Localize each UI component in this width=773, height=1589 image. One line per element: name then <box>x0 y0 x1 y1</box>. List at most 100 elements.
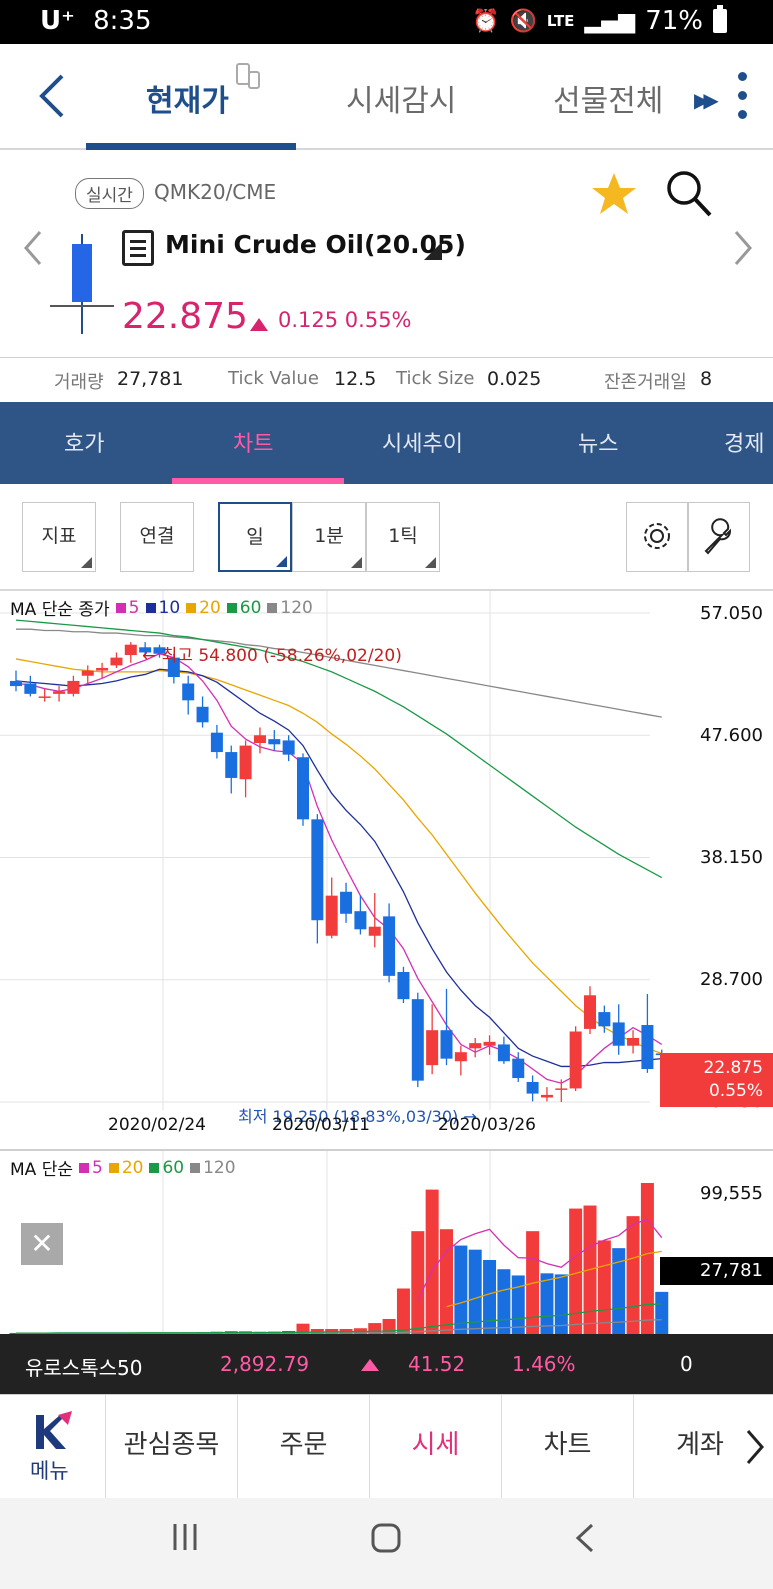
candle-body <box>584 995 596 1029</box>
tick-button[interactable]: 1틱 <box>366 502 440 572</box>
candle-body <box>612 1022 625 1046</box>
volume-chart-svg <box>9 1151 669 1334</box>
legend-swatch <box>267 602 278 613</box>
candle-body <box>411 999 424 1081</box>
volume-y-tick: 99,555 <box>700 1183 763 1204</box>
dropdown-triangle-icon[interactable] <box>424 242 442 260</box>
volume-bar <box>368 1323 382 1334</box>
chevron-right-icon[interactable] <box>744 1427 766 1467</box>
price-ma-legend: MA 단순 종가 5 10 20 60 120 <box>10 595 313 621</box>
instrument-code: QMK20/CME <box>154 180 277 204</box>
legend-swatch <box>186 602 197 613</box>
ma-line-60 <box>15 619 663 879</box>
tab-indicator <box>86 143 296 150</box>
last-price-tag: 22.875 0.55% <box>660 1053 773 1107</box>
tab-all-futures[interactable]: 선물전체 <box>553 84 664 119</box>
candle-body <box>38 696 51 698</box>
more-menu-icon[interactable] <box>736 72 748 120</box>
instrument-name[interactable]: Mini Crude Oil(20.05) <box>165 230 466 259</box>
tab-orderbook[interactable]: 호가 <box>64 432 105 457</box>
tab-current-price[interactable]: 현재가 <box>146 84 229 119</box>
candle-body <box>24 683 37 694</box>
tools-button[interactable] <box>688 502 750 572</box>
alarm-icon: ⏰ <box>472 8 500 34</box>
ticker-change: 41.52 <box>408 1352 466 1376</box>
legend-swatch <box>78 1162 89 1173</box>
close-button[interactable]: ✕ <box>21 1223 63 1265</box>
index-ticker[interactable]: 유로스톡스50 2,892.79 41.52 1.46% 0 <box>0 1334 773 1394</box>
link-label: 연결 <box>139 525 175 547</box>
volume-bar <box>483 1259 497 1334</box>
nav-watchlist[interactable]: 관심종목 <box>106 1395 238 1499</box>
x-tick-label: 2020/03/26 <box>438 1115 536 1135</box>
indicator-label: 지표 <box>41 525 77 547</box>
ticker-percent: 1.46% <box>512 1352 576 1376</box>
candle-body <box>354 911 367 930</box>
tab-news[interactable]: 뉴스 <box>578 432 619 457</box>
signal-icon: ▂▄▆ <box>584 8 636 34</box>
nav-order[interactable]: 주문 <box>238 1395 370 1499</box>
volume-ma-legend: MA 단순 5 20 60 120 <box>10 1155 236 1181</box>
last-price: 22.875 <box>703 1058 763 1078</box>
ticker-value: 2,892.79 <box>220 1352 310 1376</box>
volume-chart[interactable]: MA 단순 5 20 60 120 99,555 27,781 ✕ <box>0 1151 773 1334</box>
tick-size-label: Tick Size <box>396 368 475 389</box>
tab-economy[interactable]: 경제 <box>724 432 765 457</box>
nav-chart[interactable]: 차트 <box>502 1395 634 1499</box>
days-left-label: 잔존거래일 <box>604 372 687 393</box>
search-icon[interactable] <box>664 168 714 220</box>
volume-bar <box>296 1323 310 1334</box>
daily-label: 일 <box>246 526 264 548</box>
daily-button[interactable]: 일 <box>218 502 292 572</box>
next-instrument-icon[interactable] <box>728 228 758 268</box>
volume-bar <box>497 1269 511 1334</box>
back-nav-icon[interactable] <box>574 1522 596 1554</box>
prev-instrument-icon[interactable] <box>18 228 48 268</box>
clock: 8:35 <box>93 6 152 36</box>
candle-body <box>297 757 309 820</box>
x-tick-label: 2020/02/24 <box>108 1115 206 1135</box>
tab-price-watch[interactable]: 시세감시 <box>346 84 457 119</box>
status-bar: U⁺ 8:35 ⏰ 🔇 LTE ▂▄▆ 71% <box>0 0 773 44</box>
ticker-extra: 0 <box>680 1352 693 1376</box>
candle-body <box>10 680 22 687</box>
candle-body <box>153 647 166 654</box>
candle-body <box>81 670 94 676</box>
nav-quote[interactable]: 시세 <box>370 1395 502 1499</box>
scroll-right-icon[interactable]: ▶▶ <box>694 88 719 112</box>
y-tick-label: 28.700 <box>700 969 763 990</box>
menu-button[interactable]: 메뉴 <box>0 1395 106 1499</box>
ticker-name: 유로스톡스50 <box>25 1356 143 1380</box>
volume-bar <box>425 1189 439 1334</box>
settings-button[interactable] <box>626 502 688 572</box>
tick-size: 0.025 <box>487 368 542 390</box>
top-nav: 현재가 시세감시 선물전체 ▶▶ <box>0 44 773 150</box>
favorite-star-icon[interactable] <box>590 170 638 218</box>
candle-body <box>225 752 238 778</box>
legend-swatch <box>115 602 126 613</box>
recent-apps-icon[interactable] <box>170 1522 200 1552</box>
price-chart[interactable]: MA 단순 종가 5 10 20 60 120 57.050 47.600 38.150… <box>0 591 773 1151</box>
volume-bar <box>597 1240 611 1334</box>
x-tick-label: 2020/03/11 <box>272 1115 370 1135</box>
days-left-value: 8 <box>700 368 713 390</box>
tick-label: 1틱 <box>388 525 418 547</box>
home-icon[interactable] <box>370 1522 402 1554</box>
tab-price-trend[interactable]: 시세추이 <box>382 432 463 457</box>
indicator-button[interactable]: 지표 <box>22 502 96 572</box>
minute-button[interactable]: 1분 <box>292 502 366 572</box>
wrench-icon <box>704 518 731 555</box>
nav-account[interactable]: 계좌 <box>676 1430 724 1460</box>
tab-chart[interactable]: 차트 <box>233 432 274 457</box>
volume-bar <box>569 1208 583 1334</box>
volume-bar <box>626 1216 640 1334</box>
candle-body <box>569 1031 582 1089</box>
back-button[interactable] <box>34 72 74 120</box>
list-icon[interactable] <box>122 230 154 266</box>
link-button[interactable]: 연결 <box>120 502 194 572</box>
price-ma-10: 10 <box>145 598 180 618</box>
candle-body <box>526 1081 539 1094</box>
volume-bar <box>640 1183 654 1334</box>
candle-body <box>340 891 353 914</box>
